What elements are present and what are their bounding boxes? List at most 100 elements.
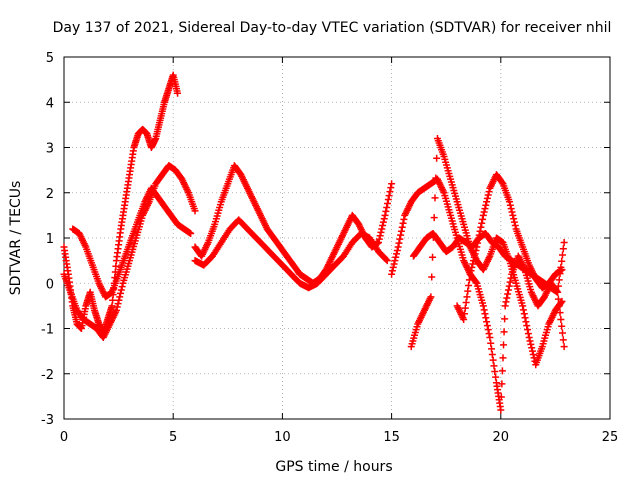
y-tick-label: 2 [46, 187, 54, 202]
y-tick-label: -1 [41, 323, 54, 338]
data-point-marker [388, 270, 396, 278]
data-point-marker [481, 205, 489, 213]
data-point-marker [400, 215, 408, 223]
data-point-marker [112, 306, 120, 314]
data-point-marker [389, 263, 397, 271]
x-tick-labels: 0 5 10 15 20 25 [60, 430, 618, 445]
data-point-marker [383, 257, 391, 265]
series-trace-1 [60, 71, 182, 337]
data-point-marker [560, 239, 568, 247]
data-point-marker [378, 225, 386, 233]
data-point-marker [528, 347, 536, 355]
data-point-marker [524, 330, 532, 338]
data-point-marker [498, 380, 506, 388]
data-point-marker [388, 180, 396, 188]
data-point-marker [559, 336, 567, 344]
y-tick-label: -3 [41, 413, 54, 428]
data-point-marker [394, 243, 402, 251]
data-point-marker [428, 273, 436, 281]
x-tick-label: 15 [383, 430, 400, 445]
data-point-marker [502, 298, 510, 306]
data-point-marker [432, 174, 440, 182]
data-point-marker [480, 306, 488, 314]
data-point-marker [483, 318, 491, 326]
data-point-marker [486, 334, 494, 342]
data-point-marker [524, 326, 532, 334]
data-point-marker [507, 274, 515, 282]
data-point-marker [383, 203, 391, 211]
data-point-marker [510, 218, 518, 226]
data-point-marker [391, 257, 399, 265]
data-point-marker [427, 293, 435, 301]
data-point-marker [527, 340, 535, 348]
x-tick-label: 5 [169, 430, 177, 445]
data-point-marker [557, 263, 565, 271]
data-point-marker [478, 219, 486, 227]
data-point-marker [499, 354, 507, 362]
data-point-marker [555, 276, 563, 284]
data-point-marker [381, 211, 389, 219]
series-trace-6 [388, 171, 566, 292]
data-point-marker [519, 306, 527, 314]
y-tick-label: 3 [46, 142, 54, 157]
data-point-marker [482, 314, 490, 322]
data-point-marker [390, 260, 398, 268]
data-point-marker [522, 318, 530, 326]
data-point-marker [488, 345, 496, 353]
data-point-marker [398, 223, 406, 231]
data-point-marker [560, 343, 568, 351]
data-point-marker [558, 297, 566, 305]
data-point-marker [554, 288, 562, 296]
data-point-marker [497, 393, 505, 401]
data-point-marker [399, 219, 407, 227]
data-point-marker [511, 222, 519, 230]
y-axis-label: SDTVAR / TECUs [8, 181, 24, 296]
data-point-marker [396, 235, 404, 243]
x-tick-label: 20 [493, 430, 510, 445]
data-point-marker [397, 227, 405, 235]
data-point-marker [555, 302, 563, 310]
data-point-marker [429, 253, 437, 261]
series-trace-7 [407, 134, 566, 369]
data-point-marker [115, 296, 123, 304]
data-point-marker [484, 191, 492, 199]
data-point-marker [385, 192, 393, 200]
data-point-marker [117, 289, 125, 297]
data-point-marker [379, 222, 387, 230]
data-point-marker [557, 315, 565, 323]
data-point-marker [556, 270, 564, 278]
data-point-marker [479, 211, 487, 219]
data-point-marker [480, 208, 488, 216]
data-point-marker [460, 310, 468, 318]
data-point-marker [393, 250, 401, 258]
data-point-marker [485, 330, 493, 338]
y-tick-label: 0 [46, 277, 54, 292]
data-point-marker [504, 290, 512, 298]
data-point-marker [488, 351, 496, 359]
data-point-marker [521, 314, 529, 322]
data-point-marker [479, 302, 487, 310]
data-point-marker [507, 205, 515, 213]
data-point-marker [377, 228, 385, 236]
data-point-marker [462, 298, 470, 306]
data-point-marker [529, 351, 537, 359]
data-point-marker [558, 329, 566, 337]
data-point-marker [500, 328, 508, 336]
data-point-marker [508, 208, 516, 216]
data-point-marker [387, 184, 395, 192]
data-point-marker [483, 198, 491, 206]
data-point-marker [528, 344, 536, 352]
data-point-marker [465, 282, 473, 290]
y-tick-labels: -3 -2 -1 0 1 2 3 4 5 [41, 51, 54, 428]
data-point-marker [477, 223, 485, 231]
data-point-marker [472, 278, 480, 286]
data-point-marker [469, 260, 477, 268]
data-point-marker [506, 201, 514, 209]
data-point-marker [388, 267, 396, 275]
data-point-marker [463, 293, 471, 301]
data-point-marker [118, 283, 126, 291]
data-point-marker [506, 278, 514, 286]
data-point-marker [393, 246, 401, 254]
data-point-marker [559, 245, 567, 253]
